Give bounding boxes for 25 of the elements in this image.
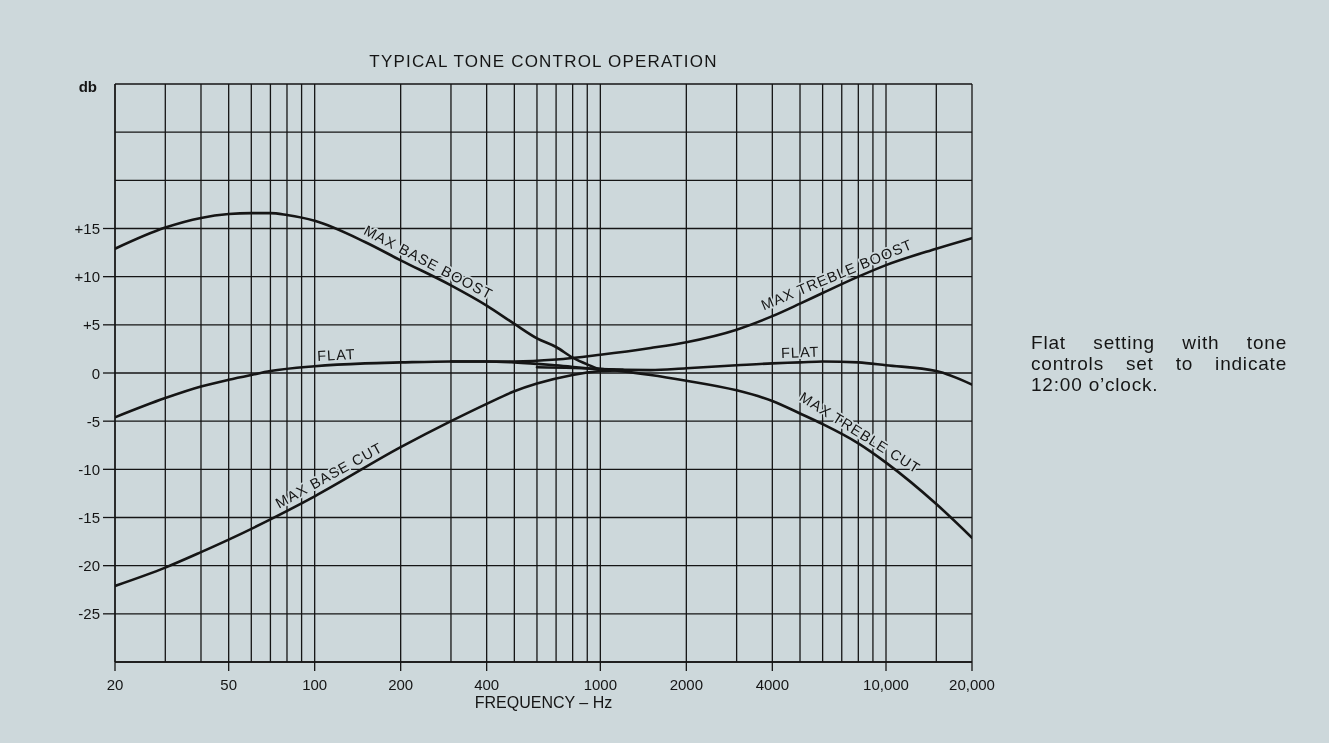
y-tick-label: +5 [82,316,100,334]
x-tick-label: 1000 [583,675,618,693]
x-tick-label: 10,000 [863,675,909,693]
text: Flat setting with tone controls set to indicate 12:00 o’clock. [1031,332,1287,395]
x-tick-label: 200 [388,675,414,693]
x-tick-label: 400 [474,675,500,693]
y-tick-label: 0 [91,364,100,382]
x-tick-label: 2000 [669,675,704,693]
y-tick-label: +10 [74,268,100,286]
y-tick-label: -25 [78,605,100,623]
y-axis-title: db [77,78,97,95]
y-tick-label: -15 [78,509,100,526]
chart-title: TYPICAL TONE CONTROL OPERATION [368,52,719,72]
x-tick-label: 20,000 [949,675,995,693]
x-tick-label: 20 [106,675,124,693]
y-tick-label: +15 [74,220,100,237]
y-tick-label: -10 [78,460,100,478]
series-label: FLAT [316,345,356,365]
x-tick-label: 100 [302,675,328,693]
y-tick-label: -20 [78,557,100,575]
x-axis-title: FREQUENCY – Hz [473,694,614,712]
x-tick-label: 4000 [755,675,790,693]
text: FLAT [780,343,820,362]
y-tick-label: -5 [86,412,100,430]
x-tick-label: 50 [220,675,238,693]
